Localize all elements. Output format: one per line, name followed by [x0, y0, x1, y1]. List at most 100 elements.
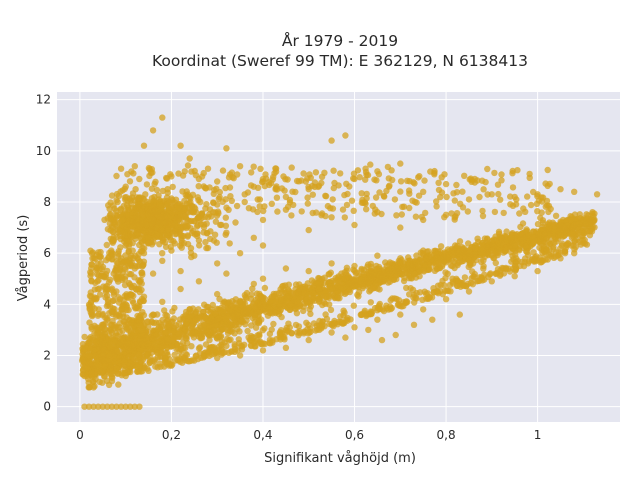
data-point [87, 272, 94, 280]
data-point [130, 322, 138, 329]
data-point [474, 277, 482, 284]
data-point [111, 322, 118, 329]
data-point [502, 246, 509, 254]
data-point [364, 171, 372, 179]
data-point [197, 198, 204, 206]
data-point [259, 275, 267, 282]
data-point [259, 178, 267, 185]
data-point [453, 181, 460, 189]
data-point [360, 270, 367, 277]
data-point [465, 288, 473, 295]
data-point [397, 160, 404, 167]
data-point [135, 256, 142, 264]
data-point [461, 274, 469, 281]
data-point [412, 213, 420, 220]
data-point [334, 295, 341, 302]
data-point [575, 220, 583, 227]
data-point [222, 315, 229, 322]
data-point [119, 327, 126, 334]
data-point [474, 177, 481, 184]
data-point [126, 178, 134, 185]
data-point [177, 212, 184, 220]
data-point [218, 338, 226, 345]
y-tick-label: 10 [36, 144, 51, 158]
data-point [128, 233, 136, 240]
data-point [457, 200, 464, 207]
data-point [186, 193, 193, 201]
data-point [140, 142, 148, 149]
data-point [174, 340, 181, 348]
data-point [538, 258, 545, 266]
data-point [277, 286, 284, 293]
data-point [124, 171, 131, 178]
data-point [544, 182, 551, 190]
data-point [218, 321, 226, 328]
data-point [420, 188, 427, 195]
data-point [190, 209, 197, 216]
data-point [534, 267, 541, 275]
data-point [235, 336, 242, 343]
data-point [338, 319, 346, 326]
data-point [127, 403, 134, 410]
data-point [86, 383, 93, 391]
data-point [337, 170, 344, 177]
data-point [214, 201, 221, 208]
data-point [257, 165, 264, 172]
data-point [136, 298, 144, 305]
data-point [459, 188, 466, 195]
data-point [208, 351, 215, 358]
data-point [233, 308, 241, 316]
data-point [272, 298, 279, 305]
data-point [448, 250, 456, 257]
data-point [351, 175, 358, 183]
data-point [231, 330, 238, 337]
data-point [589, 209, 596, 216]
data-point [113, 275, 120, 282]
data-point [191, 252, 198, 259]
data-point [108, 329, 116, 336]
data-point [480, 257, 487, 264]
data-point [96, 366, 103, 374]
data-point [186, 306, 193, 313]
data-point [442, 287, 449, 295]
data-point [312, 169, 320, 176]
data-point [277, 294, 284, 301]
data-point [122, 321, 129, 328]
data-point [542, 203, 549, 210]
data-point [460, 246, 468, 254]
data-point [95, 310, 102, 318]
data-point [250, 234, 257, 241]
data-point [117, 255, 125, 262]
data-point [129, 218, 136, 225]
data-point [261, 203, 268, 210]
data-point [315, 182, 323, 189]
data-point [245, 334, 252, 341]
data-point [148, 229, 155, 236]
data-point [271, 170, 278, 177]
data-point [389, 176, 396, 184]
data-point [305, 267, 312, 275]
data-point [140, 293, 148, 300]
data-point [289, 188, 296, 195]
data-point [392, 331, 399, 339]
data-point [97, 260, 105, 267]
data-point [162, 311, 169, 319]
data-point [85, 403, 93, 410]
data-point [342, 334, 349, 341]
x-tick-label: 1 [534, 428, 542, 442]
data-point [421, 177, 428, 184]
data-point [122, 301, 129, 308]
data-point [257, 292, 265, 300]
data-points [79, 114, 601, 410]
data-point [525, 232, 532, 239]
data-point [393, 212, 400, 219]
data-point [121, 231, 128, 239]
data-point [206, 184, 213, 191]
data-point [99, 331, 107, 339]
data-point [490, 236, 497, 243]
data-point [509, 184, 517, 191]
data-point [330, 319, 338, 327]
data-point [442, 269, 449, 276]
data-point [233, 202, 241, 210]
data-point [227, 336, 234, 343]
